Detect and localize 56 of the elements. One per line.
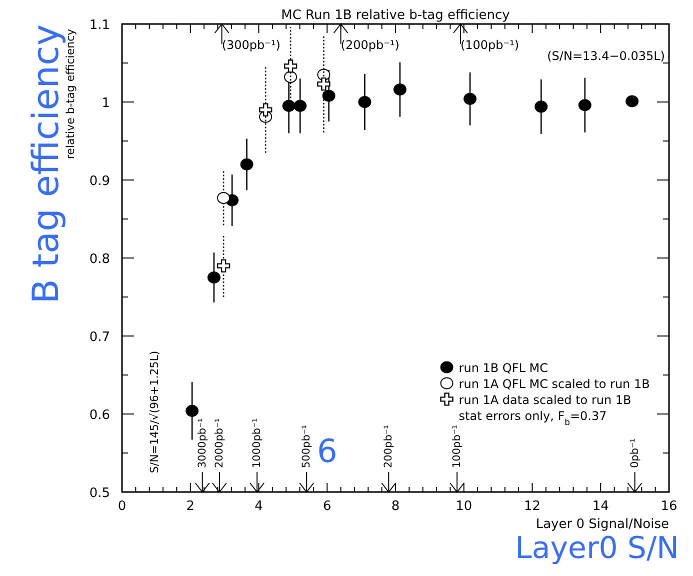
y-tick-label: 0.9 [89, 174, 110, 189]
chart-title: MC Run 1B relative b-tag efficiency [281, 8, 510, 23]
point [393, 84, 406, 96]
y-tick-label: 0.5 [89, 486, 110, 501]
annotation: 500pb⁻¹ [300, 424, 313, 468]
annotation: 0pb⁻¹ [628, 438, 641, 468]
y-tick-label: 1.1 [89, 18, 110, 33]
point [258, 103, 272, 116]
text: Layer0 S/N [515, 531, 679, 566]
y-tick-label: 0.6 [89, 408, 110, 423]
annotation: 1000pb⁻¹ [251, 418, 264, 468]
x-tick-label: 10 [456, 499, 472, 514]
annotation: 6 [316, 432, 338, 470]
annotation: 3000pb⁻¹ [196, 418, 208, 468]
x-tick-label: 2 [186, 499, 195, 514]
x-tick-label: 14 [592, 499, 609, 514]
x-tick-label: 8 [391, 499, 400, 514]
x-tick-label: 0 [118, 499, 126, 514]
point [317, 77, 330, 91]
point [464, 92, 477, 105]
point [294, 100, 307, 112]
annotation: 100pb⁻¹ [451, 424, 464, 468]
point [216, 259, 230, 272]
x-tick-label: 6 [322, 499, 332, 514]
legend-label: run 1A QFL MC scaled to run 1B [458, 377, 650, 392]
point [626, 95, 639, 108]
point [186, 404, 199, 417]
y-axis-title: relative b-tag efficiency [64, 28, 77, 160]
x-tick-label: 4 [254, 499, 263, 514]
annotation: (300pb⁻¹) [222, 38, 280, 52]
y-tick-label: 0.8 [89, 252, 110, 267]
point [282, 100, 296, 112]
annotation: 2000pb⁻¹ [213, 418, 226, 468]
point [578, 99, 592, 112]
x-axis-title: Layer 0 Signal/Noise [536, 517, 669, 532]
point [534, 100, 548, 113]
text: B tag efficiency [26, 24, 67, 304]
annotation: (100pb⁻¹) [460, 38, 520, 52]
point [358, 96, 372, 108]
annotation: stat errors only, F$_{b}$=0.37 [458, 409, 607, 428]
annotation: S/N=145/√(96+1.25L) [148, 350, 161, 474]
point [217, 192, 230, 204]
legend-label: run 1A data scaled to run 1B [458, 393, 632, 408]
y-tick-label: 0.7 [89, 330, 110, 345]
point [322, 90, 336, 102]
point [284, 71, 298, 84]
point [207, 272, 220, 284]
legend-label: run 1B QFL MC [458, 361, 548, 376]
x-tick-label: 12 [524, 499, 541, 514]
annotation: (200pb⁻¹) [340, 38, 400, 52]
point [240, 158, 254, 170]
x-tick-label: 16 [660, 499, 678, 514]
y-tick-label: 1 [102, 96, 110, 111]
annotation: (S/N=13.4−0.035L) [547, 49, 665, 63]
point [284, 60, 298, 73]
annotation: 200pb⁻¹ [382, 424, 395, 468]
